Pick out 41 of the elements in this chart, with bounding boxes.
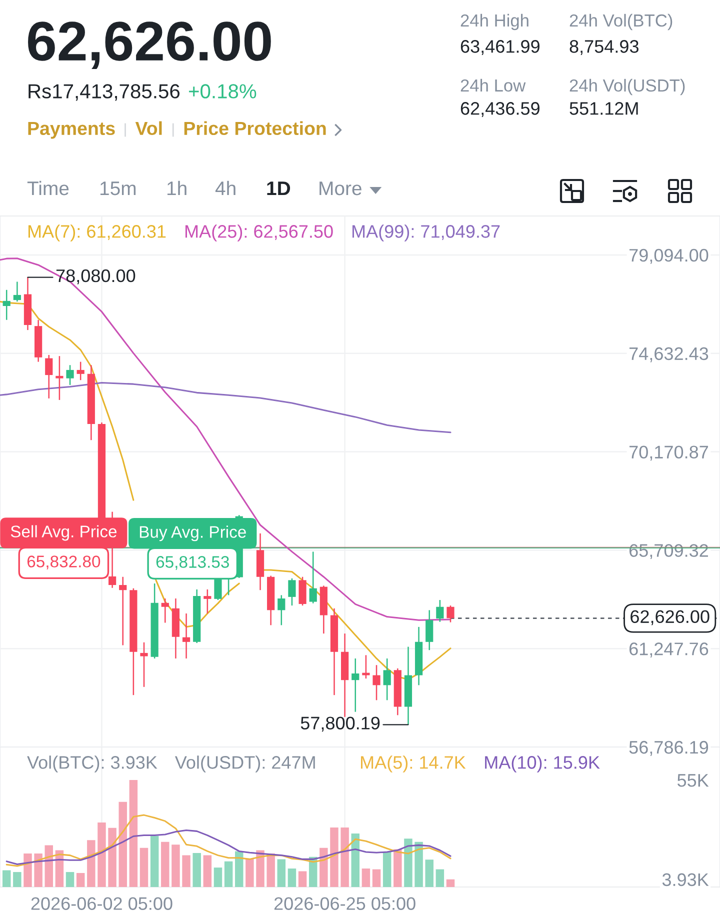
text: 24h Low: [460, 78, 526, 92]
text: 63,461.99: [460, 40, 540, 55]
y-tick-label: 3.93K: [662, 873, 709, 886]
text: 15m: [100, 182, 136, 196]
ref-line-label: 62,626.00: [630, 610, 710, 626]
ref-line-label: Sell Avg. Price 65,832.80: [10, 525, 117, 570]
text: MA(5): 14.7K: [360, 756, 466, 772]
text: 4h: [215, 180, 236, 196]
text: 8,754.93: [570, 40, 638, 55]
y-tick-label: 56,786.19: [629, 740, 708, 756]
y-tick-label: 79,094.00: [630, 248, 708, 264]
annotation: Vol(BTC): 3.93K: [27, 756, 158, 772]
text: 62,626.00: [28, 22, 271, 69]
text: MA(10): 15.9K: [485, 756, 600, 772]
y-tick-label: 74,632.43: [630, 347, 708, 362]
text: MA(25): 62,567.50: [185, 224, 333, 242]
text: Time: [27, 180, 69, 196]
text: 24h High: [460, 14, 528, 30]
annotation: Vol(USDT): 247M: [174, 756, 315, 772]
text: 1h: [167, 180, 186, 196]
text: 24h Vol(USDT): [570, 78, 685, 96]
annotation: 57,800.19: [300, 716, 380, 732]
text: +0.18%: [188, 84, 256, 98]
x-tick-label: 2026-06-25 05:00: [274, 897, 416, 910]
y-tick-label: 70,170.87: [630, 446, 708, 461]
y-tick-label: 65,709.32: [629, 544, 708, 560]
text: 551.12M: [570, 102, 638, 115]
y-tick-label: 61,247.76: [629, 642, 708, 658]
text: 24h Vol(BTC): [570, 14, 672, 30]
text: Price Protection: [184, 121, 326, 136]
text: Payments: [28, 122, 115, 139]
text: 62,436.59: [460, 102, 540, 117]
text: MA(99): 71,049.37: [352, 224, 500, 242]
y-tick-label: 55K: [677, 774, 709, 787]
text: Rs17,413,785.56: [28, 84, 180, 101]
text: 1D: [267, 182, 290, 196]
text: MA(7): 61,260.31: [28, 224, 166, 242]
ref-line-label: Buy Avg. Price 65,813.53: [140, 526, 246, 570]
x-tick-label: 2026-06-02 05:00: [31, 897, 172, 910]
text: Vol: [135, 121, 162, 136]
text: More: [320, 182, 362, 196]
